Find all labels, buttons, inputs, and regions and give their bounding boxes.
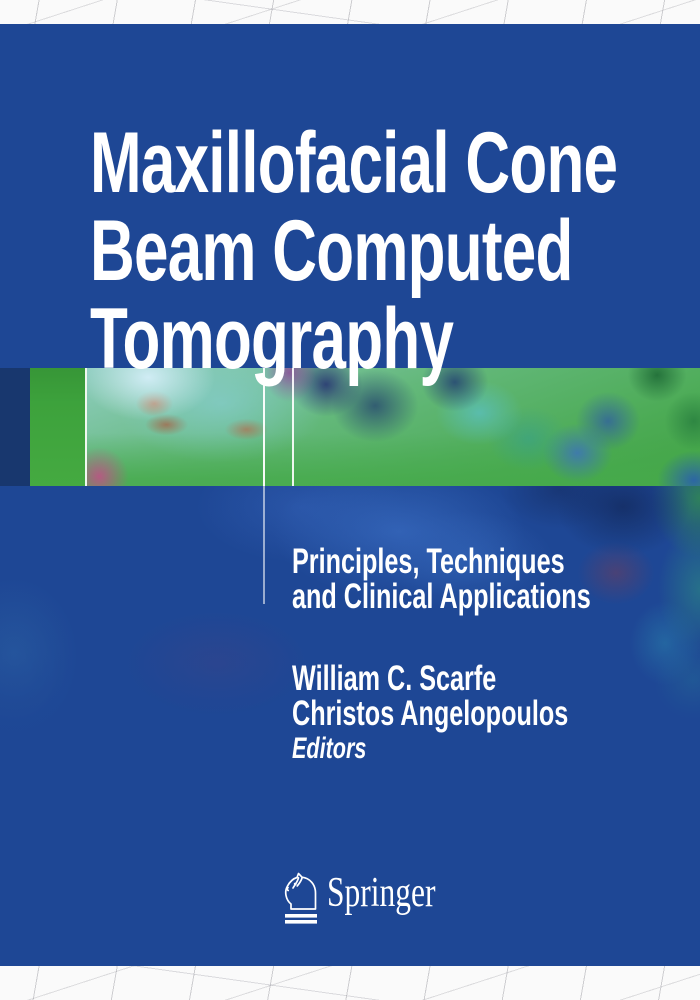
book-title-line-1: Maxillofacial Cone	[90, 115, 618, 211]
editor-name-1: William C. Scarfe	[292, 659, 497, 698]
vertical-rule-right	[292, 368, 294, 486]
publisher-name: Springer	[327, 870, 436, 916]
band-navy-strip	[0, 368, 30, 486]
editor-name-2: Christos Angelopoulos	[292, 694, 569, 733]
vertical-rule-left	[263, 368, 265, 604]
springer-knight-horse-icon	[284, 872, 317, 924]
editors-block: William C. Scarfe Christos Angelopoulos …	[292, 661, 568, 766]
book-subtitle-line-2: and Clinical Applications	[292, 577, 591, 616]
editors-label: Editors	[292, 732, 367, 765]
cover-artwork-lower	[0, 486, 700, 900]
band-green-block	[30, 368, 87, 486]
cover-artwork-band	[0, 368, 700, 486]
book-subtitle: Principles, Techniques and Clinical Appl…	[292, 544, 591, 614]
book-title-line-2: Beam Computed	[90, 203, 573, 299]
book-subtitle-line-1: Principles, Techniques	[292, 542, 565, 581]
book-title: Maxillofacial Cone Beam Computed Tomogra…	[90, 115, 618, 387]
background-sketch-bottom	[0, 966, 700, 1000]
book-cover: Maxillofacial Cone Beam Computed Tomogra…	[0, 24, 700, 966]
band-abstract-image	[87, 368, 700, 486]
background-sketch-top	[0, 0, 700, 24]
book-title-line-3: Tomography	[90, 291, 454, 387]
